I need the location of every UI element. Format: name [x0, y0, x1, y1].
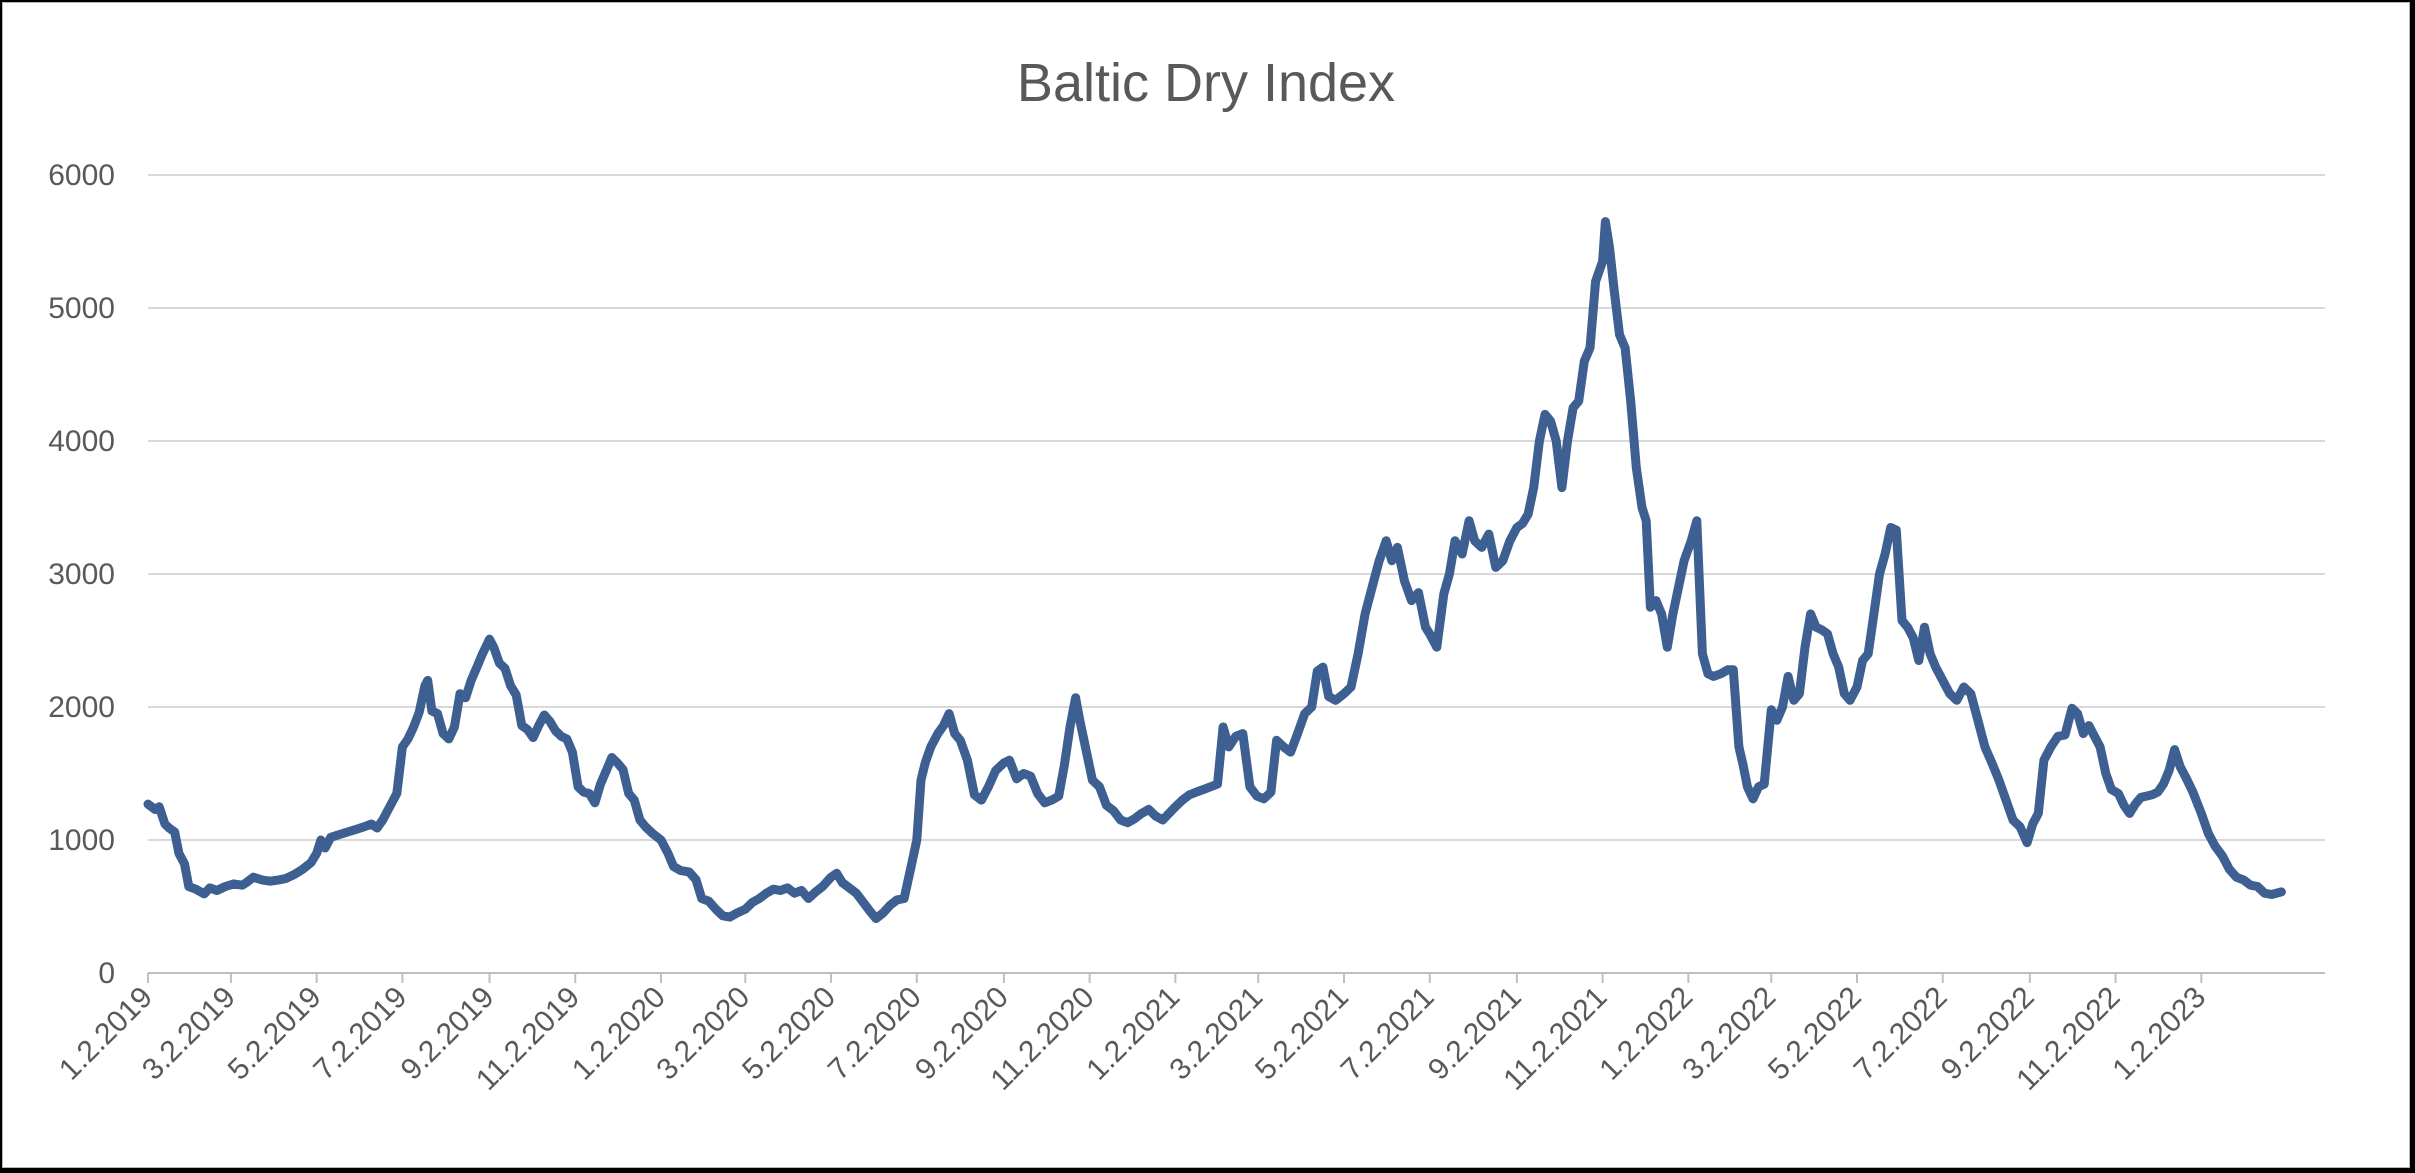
x-tick-label: 7.2.2020	[822, 981, 928, 1087]
x-tick-label: 7.2.2019	[307, 981, 413, 1087]
y-tick-label: 2000	[48, 691, 115, 724]
x-tick-label: 3.2.2021	[1163, 981, 1269, 1087]
y-tick-label: 5000	[48, 292, 115, 325]
y-tick-label: 1000	[48, 824, 115, 857]
x-tick-label: 1.2.2023	[2106, 981, 2212, 1087]
y-tick-label: 3000	[48, 558, 115, 591]
x-tick-label: 5.2.2022	[1762, 981, 1868, 1087]
x-tick-label: 5.2.2020	[736, 981, 842, 1087]
y-tick-label: 0	[98, 957, 115, 990]
x-tick-label: 3.2.2022	[1676, 981, 1782, 1087]
x-tick-label: 3.2.2019	[136, 981, 242, 1087]
x-tick-label: 3.2.2020	[650, 981, 756, 1087]
y-axis-ticks: 0 1000 2000 3000 4000 5000 6000	[48, 159, 115, 990]
chart-title: Baltic Dry Index	[1017, 53, 1395, 113]
x-tick-label: 5.2.2021	[1249, 981, 1355, 1087]
series-line-baltic-dry-index	[143, 217, 2286, 923]
gridlines	[148, 174, 2325, 841]
line-chart: Baltic Dry Index 0 1000 2000 3000 4000 5000 60…	[48, 53, 2325, 1097]
x-tick-label: 7.2.2022	[1848, 981, 1954, 1087]
x-tick-label: 1.2.2020	[566, 981, 672, 1087]
x-tick-label: 5.2.2019	[222, 981, 328, 1087]
y-tick-label: 6000	[48, 159, 115, 192]
x-axis-ticks: 1.2.20193.2.20195.2.20197.2.20199.2.2019…	[53, 973, 2212, 1097]
x-tick-label: 7.2.2021	[1335, 981, 1441, 1087]
y-tick-label: 4000	[48, 425, 115, 458]
